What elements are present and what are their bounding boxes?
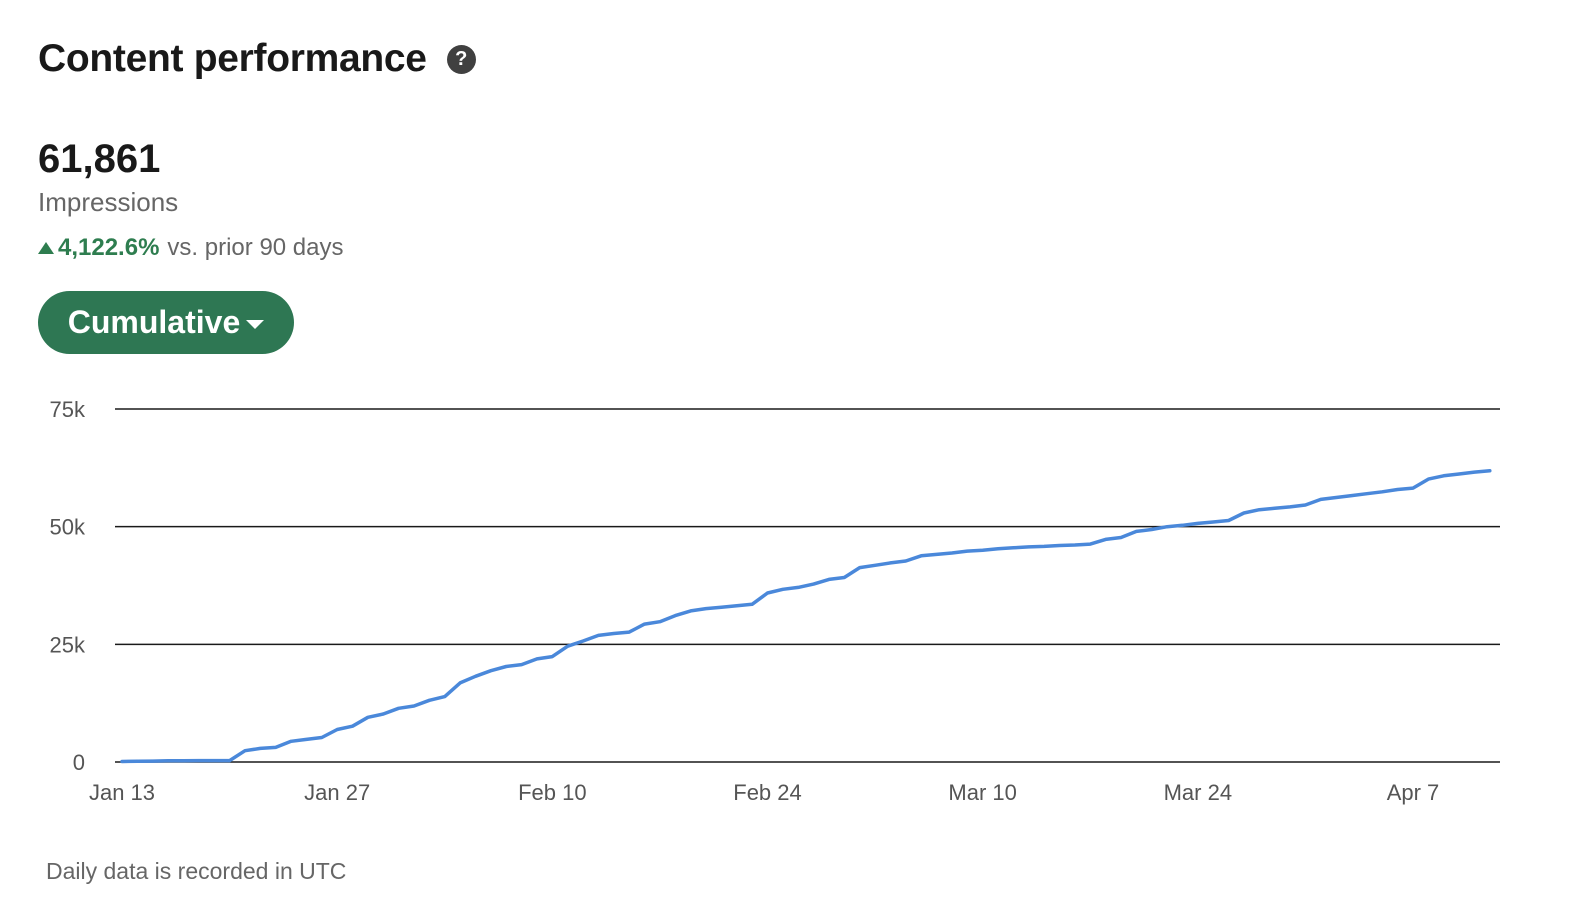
x-tick-label: Jan 27	[304, 780, 370, 805]
help-icon[interactable]: ?	[446, 44, 476, 74]
triangle-up-icon	[38, 242, 54, 254]
impressions-series-line	[120, 469, 1492, 764]
impressions-value: 61,861	[38, 137, 161, 181]
x-tick-label: Mar 10	[948, 780, 1016, 805]
cumulative-label: Cumulative	[67, 304, 241, 340]
x-tick-label: Jan 13	[89, 780, 155, 805]
x-tick-label: Feb 10	[518, 780, 587, 805]
impressions-label: Impressions	[38, 187, 179, 217]
header: Content performance ?	[38, 34, 476, 84]
impressions-line-chart: 0 25k 50k 75k Jan 13 Jan 27 Feb 10 Feb 24 Mar 10…	[50, 397, 1500, 805]
y-tick-label: 0	[73, 750, 85, 775]
x-tick-label: Mar 24	[1164, 780, 1232, 805]
page-title: Content performance	[38, 37, 427, 80]
caret-down-icon	[246, 320, 265, 329]
y-tick-label: 50k	[50, 515, 86, 540]
y-tick-label: 75k	[50, 397, 86, 422]
x-tick-label: Apr 7	[1387, 780, 1440, 805]
x-tick-label: Feb 24	[733, 780, 802, 805]
cumulative-dropdown-button[interactable]: Cumulative	[38, 291, 294, 354]
change-row: 4,122.6% vs. prior 90 days	[38, 233, 344, 263]
y-tick-label: 25k	[50, 632, 86, 657]
utc-footnote: Daily data is recorded in UTC	[46, 858, 347, 884]
change-percentage: 4,122.6%	[58, 234, 160, 261]
change-comparison-text: vs. prior 90 days	[167, 234, 344, 261]
